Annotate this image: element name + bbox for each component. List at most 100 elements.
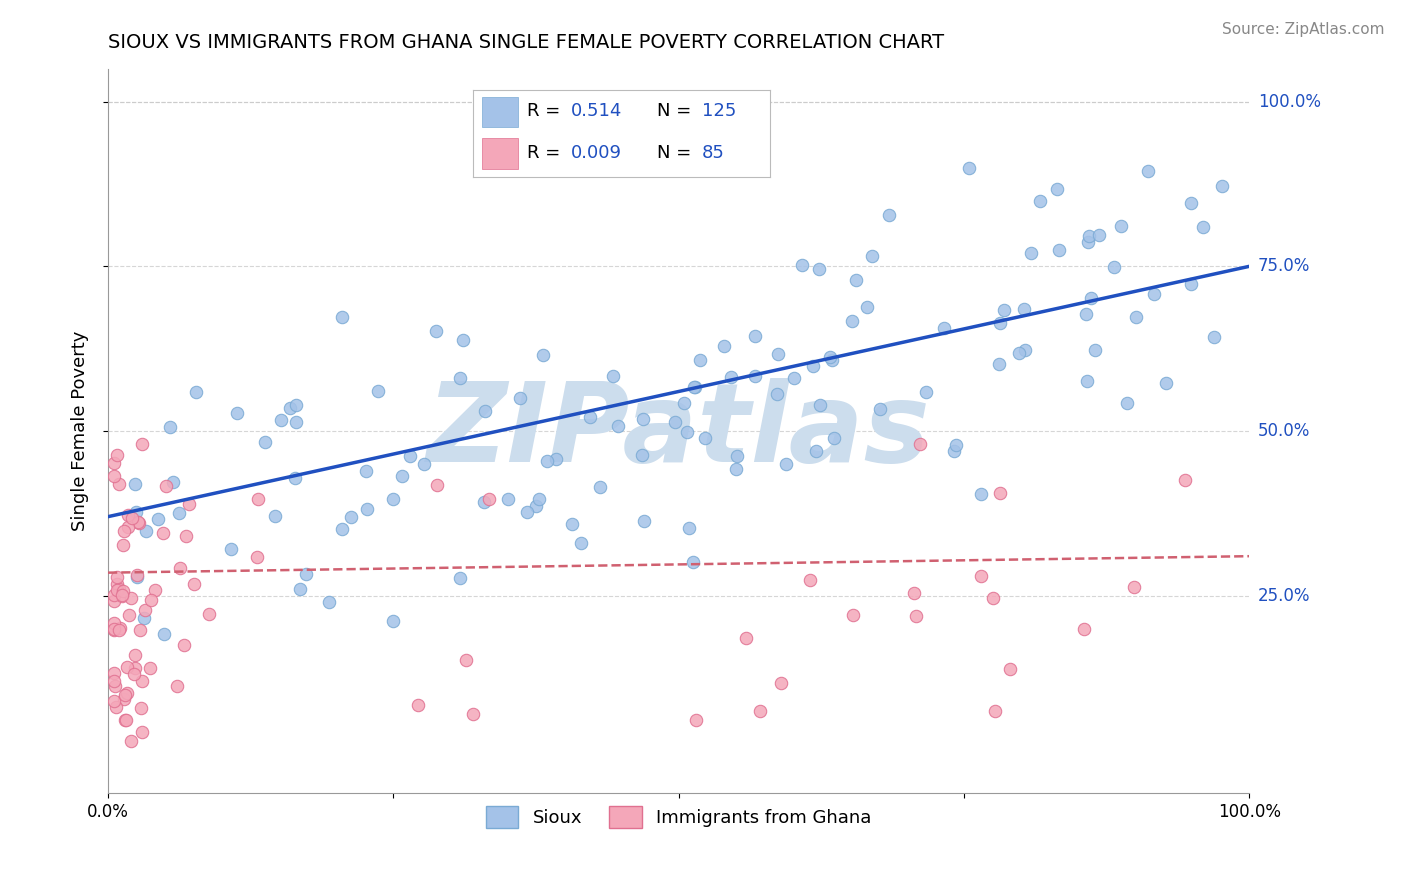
Text: Source: ZipAtlas.com: Source: ZipAtlas.com xyxy=(1222,22,1385,37)
Point xyxy=(630,448,652,462)
Point xyxy=(356,464,378,478)
Point xyxy=(114,689,136,703)
Point xyxy=(1211,178,1233,193)
Point xyxy=(683,380,706,394)
Point xyxy=(183,577,205,591)
Point xyxy=(801,359,824,374)
Point xyxy=(184,384,207,399)
Point xyxy=(1074,306,1097,320)
Point xyxy=(285,398,308,412)
Point xyxy=(139,660,162,674)
Point xyxy=(676,425,699,440)
Point xyxy=(1046,182,1069,196)
Point xyxy=(904,608,927,623)
Point xyxy=(561,517,583,532)
Point xyxy=(463,707,485,722)
Point xyxy=(693,431,716,445)
Point xyxy=(117,685,139,699)
Point xyxy=(449,570,471,584)
Point xyxy=(285,415,308,429)
Point xyxy=(330,522,353,536)
Point xyxy=(808,262,831,277)
Point xyxy=(174,529,197,543)
Point xyxy=(1204,329,1226,343)
Point xyxy=(120,733,142,747)
Point xyxy=(877,208,900,222)
Point xyxy=(318,595,340,609)
Point xyxy=(356,502,378,516)
Point xyxy=(1102,260,1125,275)
Point xyxy=(103,622,125,636)
Point xyxy=(1123,580,1146,594)
Point xyxy=(725,449,748,463)
Point xyxy=(143,582,166,597)
Point xyxy=(426,478,449,492)
Point xyxy=(664,415,686,429)
Point xyxy=(1136,164,1159,178)
Point xyxy=(162,475,184,489)
Point xyxy=(869,402,891,417)
Point xyxy=(943,443,966,458)
Point xyxy=(748,704,770,718)
Point xyxy=(856,301,879,315)
Point xyxy=(173,638,195,652)
Point xyxy=(472,495,495,509)
Point xyxy=(114,714,136,728)
Point xyxy=(103,593,125,607)
Point xyxy=(264,509,287,524)
Point xyxy=(131,437,153,451)
Point xyxy=(382,614,405,628)
Point xyxy=(382,491,405,506)
Point xyxy=(284,471,307,485)
Point xyxy=(449,370,471,384)
Point xyxy=(128,516,150,531)
Point xyxy=(720,370,742,384)
Point xyxy=(678,521,700,535)
Point xyxy=(1008,346,1031,360)
Legend: Sioux, Immigrants from Ghana: Sioux, Immigrants from Ghana xyxy=(478,798,879,835)
Point xyxy=(1076,374,1098,388)
Point xyxy=(569,536,592,550)
Point xyxy=(117,508,139,522)
Point xyxy=(845,273,868,287)
Point xyxy=(689,353,711,368)
Point xyxy=(1180,195,1202,210)
Point xyxy=(104,700,127,714)
Point xyxy=(103,666,125,681)
Point xyxy=(125,567,148,582)
Point xyxy=(1109,219,1132,234)
Point xyxy=(107,582,129,597)
Point xyxy=(115,659,138,673)
Point xyxy=(957,161,980,175)
Point xyxy=(367,384,389,398)
Point xyxy=(107,477,129,491)
Point xyxy=(945,438,967,452)
Point xyxy=(988,486,1011,500)
Point xyxy=(330,310,353,324)
Point xyxy=(110,621,132,635)
Point xyxy=(117,520,139,534)
Point xyxy=(744,328,766,343)
Point xyxy=(544,451,567,466)
Point xyxy=(1084,343,1107,357)
Point xyxy=(818,350,841,364)
Point xyxy=(842,608,865,623)
Point xyxy=(790,258,813,272)
Point xyxy=(107,570,129,584)
Point xyxy=(988,357,1011,371)
Point xyxy=(903,585,925,599)
Point xyxy=(456,653,478,667)
Point xyxy=(105,576,128,591)
Point xyxy=(841,314,863,328)
Point xyxy=(131,673,153,688)
Point xyxy=(602,368,624,383)
Point xyxy=(984,704,1007,718)
Text: 25.0%: 25.0% xyxy=(1258,587,1310,605)
Point xyxy=(531,348,554,362)
Point xyxy=(1125,310,1147,324)
Point xyxy=(105,582,128,597)
Point xyxy=(111,538,134,552)
Point xyxy=(970,569,993,583)
Text: 75.0%: 75.0% xyxy=(1258,257,1310,276)
Point xyxy=(103,615,125,630)
